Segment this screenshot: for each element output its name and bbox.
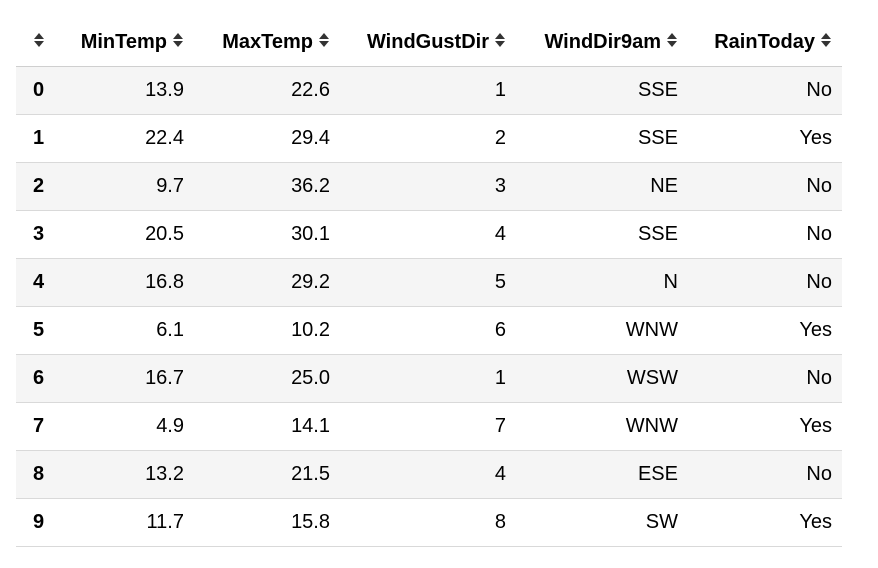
table-cell: 3 [340, 162, 516, 211]
table-cell: 29.4 [194, 114, 340, 163]
table-cell: 20.5 [64, 210, 194, 259]
table-cell: 16.7 [64, 354, 194, 403]
row-index: 5 [16, 306, 64, 355]
table-cell: SSE [516, 210, 688, 259]
table-cell: No [688, 450, 842, 499]
table-cell: No [688, 258, 842, 307]
table-cell: 10.2 [194, 306, 340, 355]
column-header-label: MaxTemp [222, 30, 313, 53]
table-cell: 25.0 [194, 354, 340, 403]
table-cell: 1 [340, 354, 516, 403]
table-cell: Yes [688, 498, 842, 547]
table-cell: NE [516, 162, 688, 211]
table-cell: SSE [516, 114, 688, 163]
row-index: 8 [16, 450, 64, 499]
table-row: 6 16.7 25.0 1 WSW No [16, 354, 842, 403]
table-cell: 8 [340, 498, 516, 547]
table-row: 9 11.7 15.8 8 SW Yes [16, 498, 842, 547]
sort-up-down-icon[interactable] [494, 32, 506, 48]
table-cell: 13.9 [64, 66, 194, 115]
table-cell: 13.2 [64, 450, 194, 499]
table-cell: 36.2 [194, 162, 340, 211]
row-index: 1 [16, 114, 64, 163]
sort-up-down-icon[interactable] [820, 32, 832, 48]
table-row: 0 13.9 22.6 1 SSE No [16, 66, 842, 115]
header-row: MinTemp MaxTemp WindGustDir WindDir9am R… [16, 18, 842, 67]
table-cell: 1 [340, 66, 516, 115]
row-index: 7 [16, 402, 64, 451]
table-cell: 14.1 [194, 402, 340, 451]
column-header-maxtemp[interactable]: MaxTemp [194, 18, 340, 67]
column-header-label: WindGustDir [366, 30, 489, 53]
table-cell: N [516, 258, 688, 307]
table-row: 3 20.5 30.1 4 SSE No [16, 210, 842, 259]
table-cell: No [688, 354, 842, 403]
column-header-label: RainToday [714, 30, 815, 53]
row-index: 2 [16, 162, 64, 211]
table-cell: 7 [340, 402, 516, 451]
table-cell: 22.6 [194, 66, 340, 115]
sort-up-down-icon[interactable] [318, 32, 330, 48]
table-cell: 30.1 [194, 210, 340, 259]
table-row: 7 4.9 14.1 7 WNW Yes [16, 402, 842, 451]
table-row: 2 9.7 36.2 3 NE No [16, 162, 842, 211]
table-cell: 22.4 [64, 114, 194, 163]
table-cell: ESE [516, 450, 688, 499]
table-cell: 2 [340, 114, 516, 163]
sort-up-down-icon[interactable] [666, 32, 678, 48]
column-header-raintoday[interactable]: RainToday [688, 18, 842, 67]
table-cell: No [688, 210, 842, 259]
table-row: 5 6.1 10.2 6 WNW Yes [16, 306, 842, 355]
column-header-label: WindDir9am [544, 30, 661, 53]
table-cell: Yes [688, 402, 842, 451]
table-row: 8 13.2 21.5 4 ESE No [16, 450, 842, 499]
table-cell: 9.7 [64, 162, 194, 211]
table-cell: Yes [688, 114, 842, 163]
table-cell: 16.8 [64, 258, 194, 307]
table-cell: SSE [516, 66, 688, 115]
table-row: 4 16.8 29.2 5 N No [16, 258, 842, 307]
table-cell: 4 [340, 210, 516, 259]
table-cell: SW [516, 498, 688, 547]
column-header-index[interactable] [16, 18, 64, 67]
table-cell: 4 [340, 450, 516, 499]
sort-up-down-icon[interactable] [33, 32, 45, 48]
table-cell: 29.2 [194, 258, 340, 307]
column-header-label: MinTemp [80, 30, 167, 53]
table-row: 1 22.4 29.4 2 SSE Yes [16, 114, 842, 163]
table-cell: No [688, 162, 842, 211]
table-cell: 15.8 [194, 498, 340, 547]
table-cell: WSW [516, 354, 688, 403]
row-index: 3 [16, 210, 64, 259]
row-index: 4 [16, 258, 64, 307]
table-cell: Yes [688, 306, 842, 355]
column-header-windgustdir[interactable]: WindGustDir [340, 18, 516, 67]
data-table: MinTemp MaxTemp WindGustDir WindDir9am R… [16, 18, 842, 547]
table-cell: 6.1 [64, 306, 194, 355]
row-index: 6 [16, 354, 64, 403]
table-cell: 5 [340, 258, 516, 307]
row-index: 9 [16, 498, 64, 547]
table-cell: 11.7 [64, 498, 194, 547]
table-cell: 6 [340, 306, 516, 355]
table-cell: 4.9 [64, 402, 194, 451]
data-table-container: MinTemp MaxTemp WindGustDir WindDir9am R… [16, 18, 842, 547]
table-cell: WNW [516, 306, 688, 355]
column-header-mintemp[interactable]: MinTemp [64, 18, 194, 67]
table-cell: 21.5 [194, 450, 340, 499]
table-cell: WNW [516, 402, 688, 451]
sort-up-down-icon[interactable] [172, 32, 184, 48]
row-index: 0 [16, 66, 64, 115]
table-cell: No [688, 66, 842, 115]
table-body: 0 13.9 22.6 1 SSE No 1 22.4 29.4 2 SSE Yes 2 9.7 36.2 3… [16, 66, 842, 547]
column-header-winddir9am[interactable]: WindDir9am [516, 18, 688, 67]
